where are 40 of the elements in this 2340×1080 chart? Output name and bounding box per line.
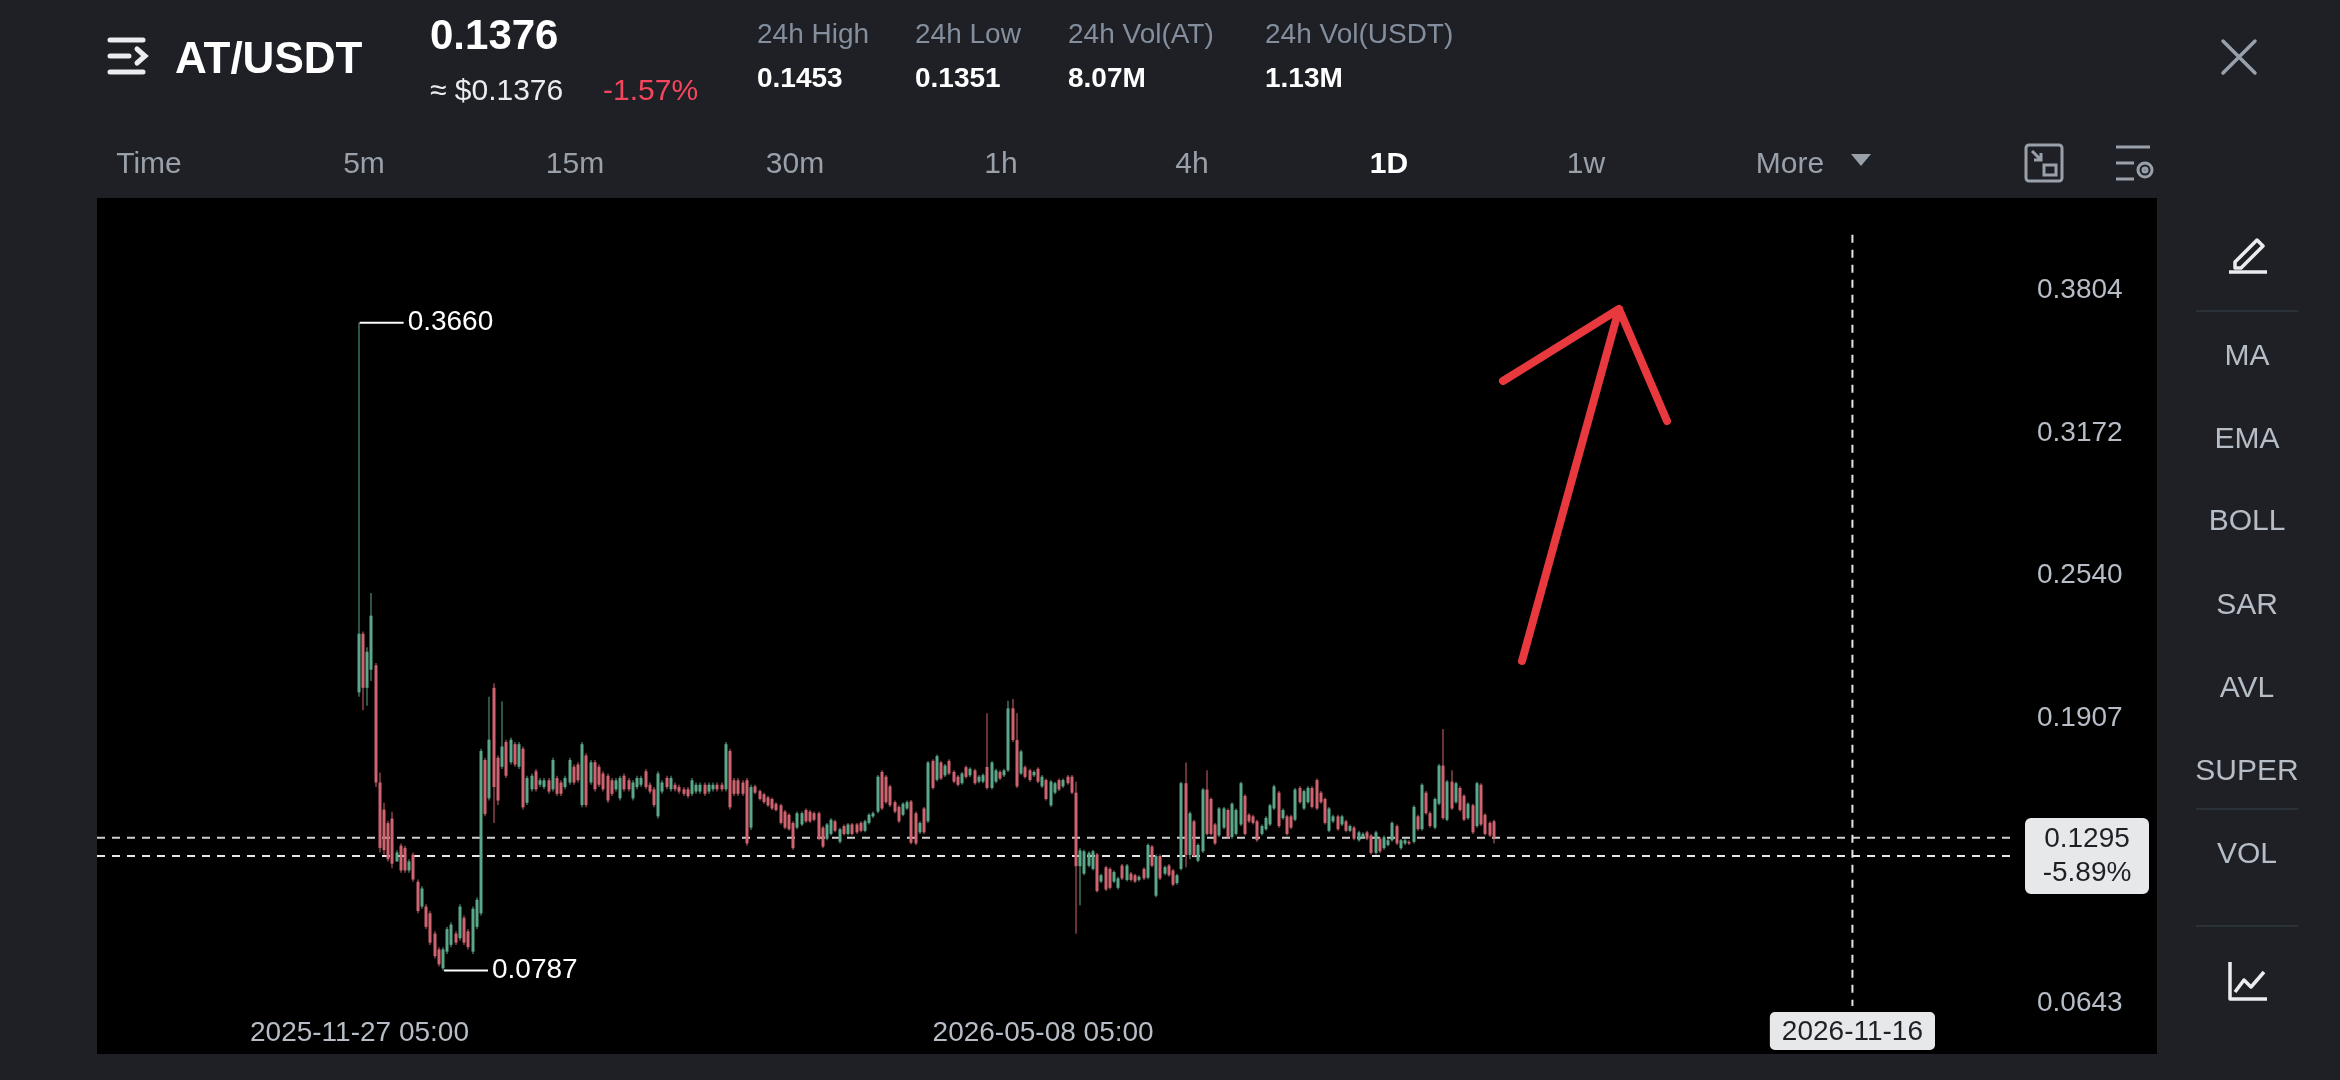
text: 4h [1175, 146, 1209, 179]
y-tick-label: 0.0643 [2037, 985, 2123, 1017]
text: 24h Vol(AT) [1068, 18, 1214, 49]
x-tick-label: 2026-05-08 05:00 [932, 1015, 1154, 1047]
text: VOL [2216, 836, 2278, 869]
text: 24h Low [915, 18, 1021, 49]
y-tick-label: 0.1907 [2037, 700, 2123, 732]
chart-subtitle: 0.1376 [430, 11, 559, 58]
text: 1w [1566, 146, 1606, 179]
text: BOLL [2208, 503, 2286, 536]
text: -5.89% [2042, 855, 2132, 887]
text: -1.57% [603, 73, 699, 106]
text: 1D [1369, 146, 1409, 179]
text: 24h High [757, 18, 870, 49]
text: 30m [765, 146, 825, 179]
text: Time [116, 146, 182, 179]
text: SAR [2216, 587, 2278, 620]
text: MA [2224, 338, 2270, 371]
text: 8.07M [1068, 62, 1146, 93]
text: AVL [2219, 670, 2275, 703]
y-tick-label: 0.3804 [2037, 272, 2123, 304]
text: More [1755, 146, 1825, 179]
x-tick-label: 2025-11-27 05:00 [250, 1015, 470, 1047]
ref-line-label: 2026-11-16 [1781, 1014, 1924, 1046]
chart-title: AT/USDT [175, 33, 363, 82]
ref-line-label: 0.1295 [2044, 821, 2130, 853]
text: 15m [545, 146, 605, 179]
text: 0.1351 [915, 62, 1001, 93]
annotation: 0.3660 [407, 305, 494, 337]
y-tick-label: 0.2540 [2037, 558, 2123, 590]
text: 1.13M [1265, 62, 1343, 93]
text: SUPER [2195, 753, 2299, 786]
text: ≈ $0.1376 [430, 73, 564, 106]
annotation: 0.0787 [492, 953, 578, 985]
text: 24h Vol(USDT) [1265, 18, 1454, 49]
text: 5m [343, 146, 385, 179]
y-tick-label: 0.3172 [2037, 415, 2123, 447]
text: 0.1453 [757, 62, 843, 93]
text: EMA [2214, 421, 2280, 454]
text: 1h [984, 146, 1018, 179]
